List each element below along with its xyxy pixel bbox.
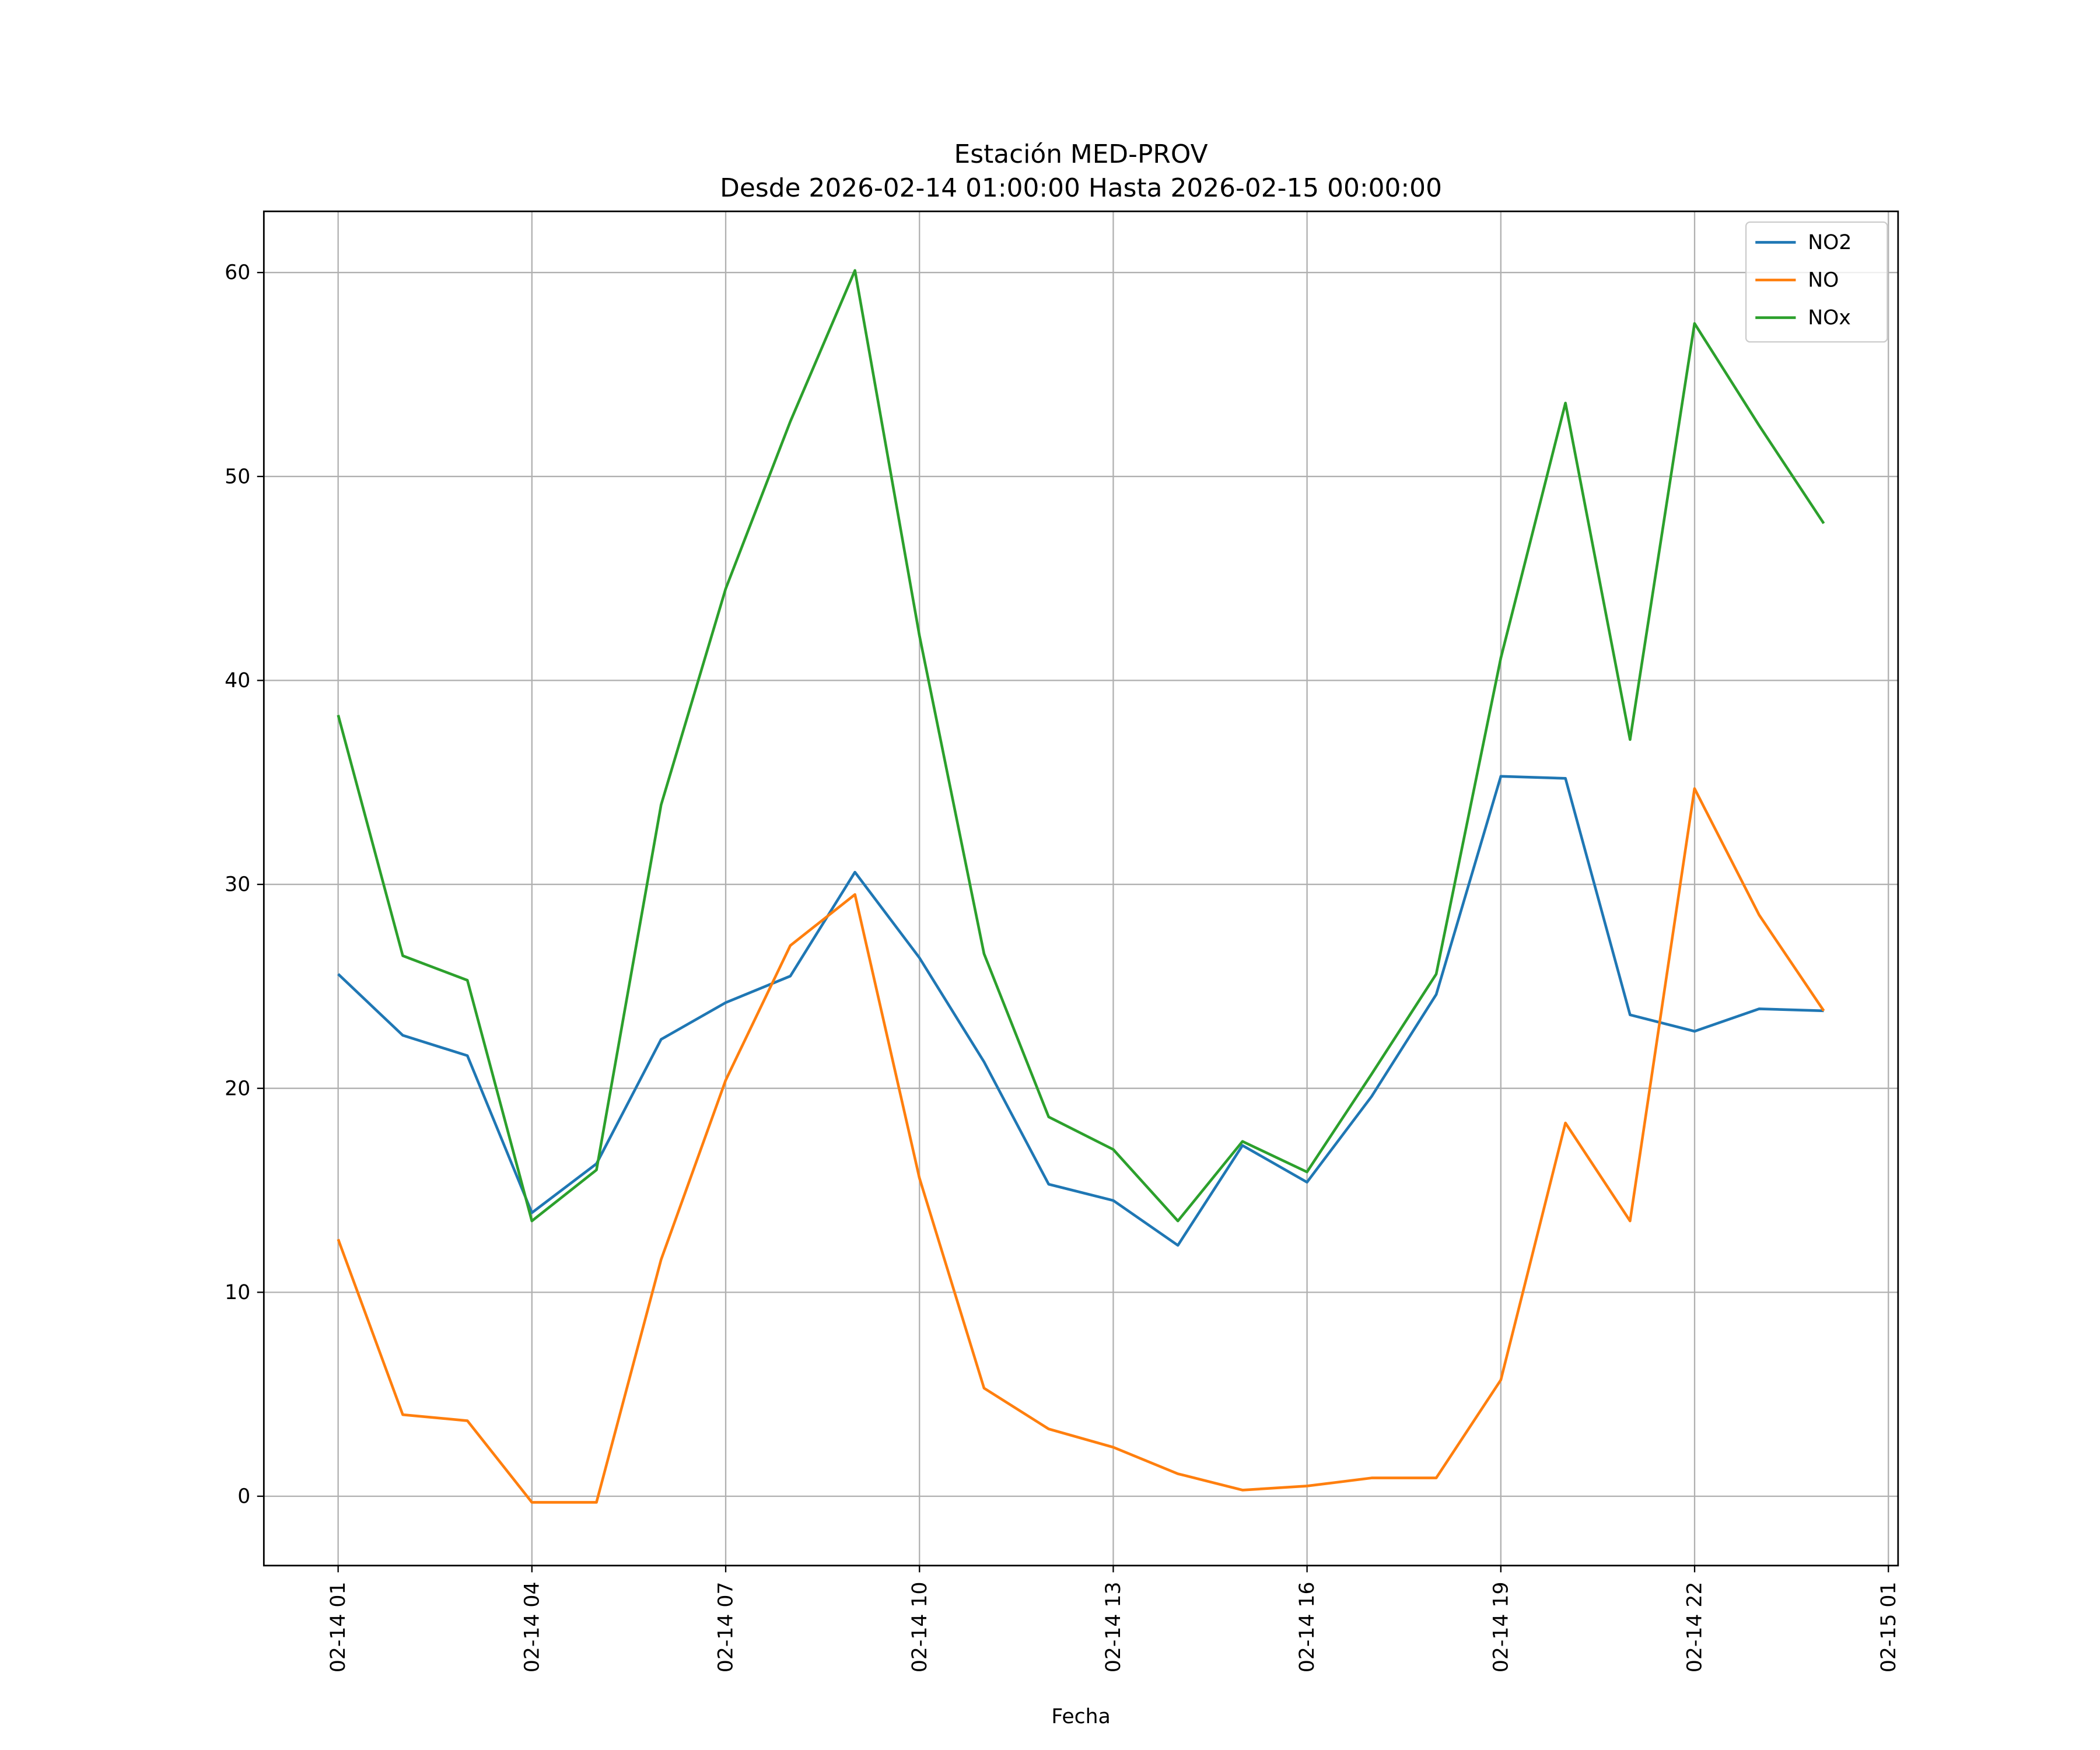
y-tick-label: 30 [225, 873, 250, 897]
x-tick-label: 02-14 10 [908, 1582, 932, 1673]
x-tick-label: 02-15 01 [1877, 1582, 1901, 1673]
series-line-no [337, 787, 1825, 1504]
x-tick-label: 02-14 22 [1684, 1582, 1707, 1673]
plot-frame [262, 210, 1899, 1567]
y-tick-label: 10 [225, 1281, 250, 1304]
x-tick-label: 02-14 07 [715, 1582, 738, 1673]
legend: NO2 NO NOx [1745, 221, 1888, 343]
x-tick-label: 02-14 01 [327, 1582, 350, 1673]
y-axis: 0 10 20 30 40 50 60 [225, 261, 264, 1508]
series-lines [337, 269, 1825, 1504]
y-tick-label: 60 [225, 261, 250, 285]
y-tick-label: 50 [225, 465, 250, 488]
y-tick-label: 0 [237, 1485, 250, 1508]
x-tick-label: 02-14 13 [1102, 1582, 1125, 1673]
x-tick-label: 02-14 19 [1489, 1582, 1513, 1673]
y-tick-label: 20 [225, 1077, 250, 1100]
grid [264, 211, 1898, 1566]
series-line-no2 [337, 775, 1824, 1247]
chart-title: Estación MED-PROV [954, 139, 1208, 169]
legend-label: NO2 [1808, 231, 1852, 254]
legend-label: NO [1808, 269, 1839, 292]
x-axis-label: Fecha [1051, 1705, 1110, 1728]
series-line-nox [337, 269, 1825, 1223]
x-tick-label: 02-14 16 [1296, 1582, 1319, 1673]
y-tick-label: 40 [225, 669, 250, 692]
x-tick-label: 02-14 04 [520, 1582, 544, 1673]
legend-label: NOx [1808, 306, 1851, 330]
x-axis: 02-14 01 02-14 04 02-14 07 02-14 10 02-14 13… [327, 1565, 1901, 1673]
chart-subtitle: Desde 2026-02-14 01:00:00 Hasta 2026-02-… [720, 173, 1442, 203]
legend-frame [1745, 221, 1888, 343]
